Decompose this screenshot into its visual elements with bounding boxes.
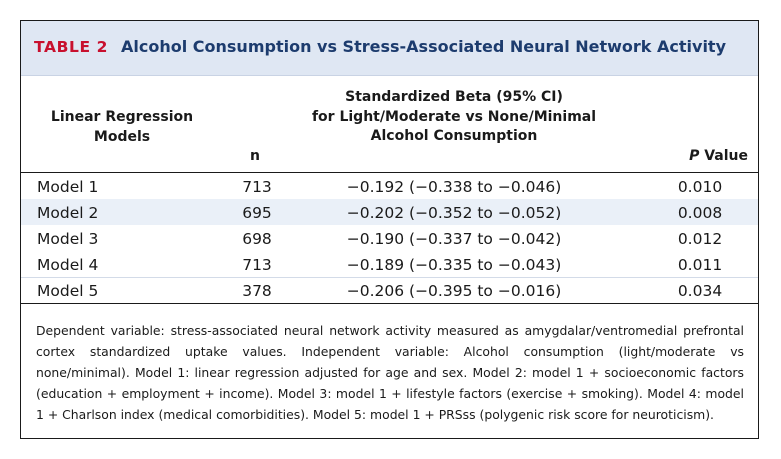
cell-p-value: 0.011 [677, 256, 723, 274]
cell-beta: −0.189 (−0.335 to −0.043) [346, 256, 562, 274]
table-title: Alcohol Consumption vs Stress-Associated… [121, 37, 726, 56]
cell-p-value: 0.012 [677, 230, 723, 248]
table-label: TABLE 2 [34, 38, 109, 56]
table-row: Model 2 695 −0.202 (−0.352 to −0.052) 0.… [21, 199, 758, 225]
table-title-bar: TABLE 2 Alcohol Consumption vs Stress-As… [21, 21, 758, 76]
cell-n: 713 [242, 256, 272, 274]
header-p-rest: Value [699, 148, 748, 164]
header-p-value: P Value [676, 147, 748, 167]
cell-beta: −0.206 (−0.395 to −0.016) [346, 282, 562, 300]
header-p-italic: P [689, 148, 700, 164]
cell-model: Model 1 [37, 178, 99, 196]
table-footnote: Dependent variable: stress-associated ne… [36, 323, 744, 422]
cell-model: Model 4 [37, 256, 99, 274]
header-models: Linear Regression Models [37, 108, 207, 147]
table-frame: TABLE 2 Alcohol Consumption vs Stress-As… [20, 20, 759, 439]
header-beta-line1: Standardized Beta (95% CI) [345, 89, 563, 105]
cell-model: Model 3 [37, 230, 99, 248]
cell-beta: −0.192 (−0.338 to −0.046) [346, 178, 562, 196]
cell-beta: −0.202 (−0.352 to −0.052) [346, 204, 562, 222]
cell-beta: −0.190 (−0.337 to −0.042) [346, 230, 562, 248]
header-n: n [250, 148, 260, 164]
cell-model: Model 2 [37, 204, 99, 222]
table-row: Model 1 713 −0.192 (−0.338 to −0.046) 0.… [21, 173, 758, 199]
header-models-line1: Linear Regression [50, 109, 194, 125]
cell-n: 713 [242, 178, 272, 196]
cell-p-value: 0.008 [677, 204, 723, 222]
header-rule [21, 172, 758, 173]
cell-n: 378 [242, 282, 272, 300]
cell-p-value: 0.010 [677, 178, 723, 196]
cell-n: 695 [242, 204, 272, 222]
header-models-line2: Models [93, 128, 151, 145]
header-beta-line2: for Light/Moderate vs None/Minimal [311, 108, 597, 125]
header-beta: Standardized Beta (95% CI) for Light/Mod… [304, 88, 604, 147]
cell-model: Model 5 [37, 282, 99, 300]
table-row: Model 3 698 −0.190 (−0.337 to −0.042) 0.… [21, 225, 758, 251]
table-row: Model 4 713 −0.189 (−0.335 to −0.043) 0.… [21, 251, 758, 278]
table-row: Model 5 378 −0.206 (−0.395 to −0.016) 0.… [21, 277, 758, 303]
header-beta-line3: Alcohol Consumption [370, 128, 538, 144]
footer-rule [21, 303, 758, 304]
cell-n: 698 [242, 230, 272, 248]
cell-p-value: 0.034 [677, 282, 723, 300]
